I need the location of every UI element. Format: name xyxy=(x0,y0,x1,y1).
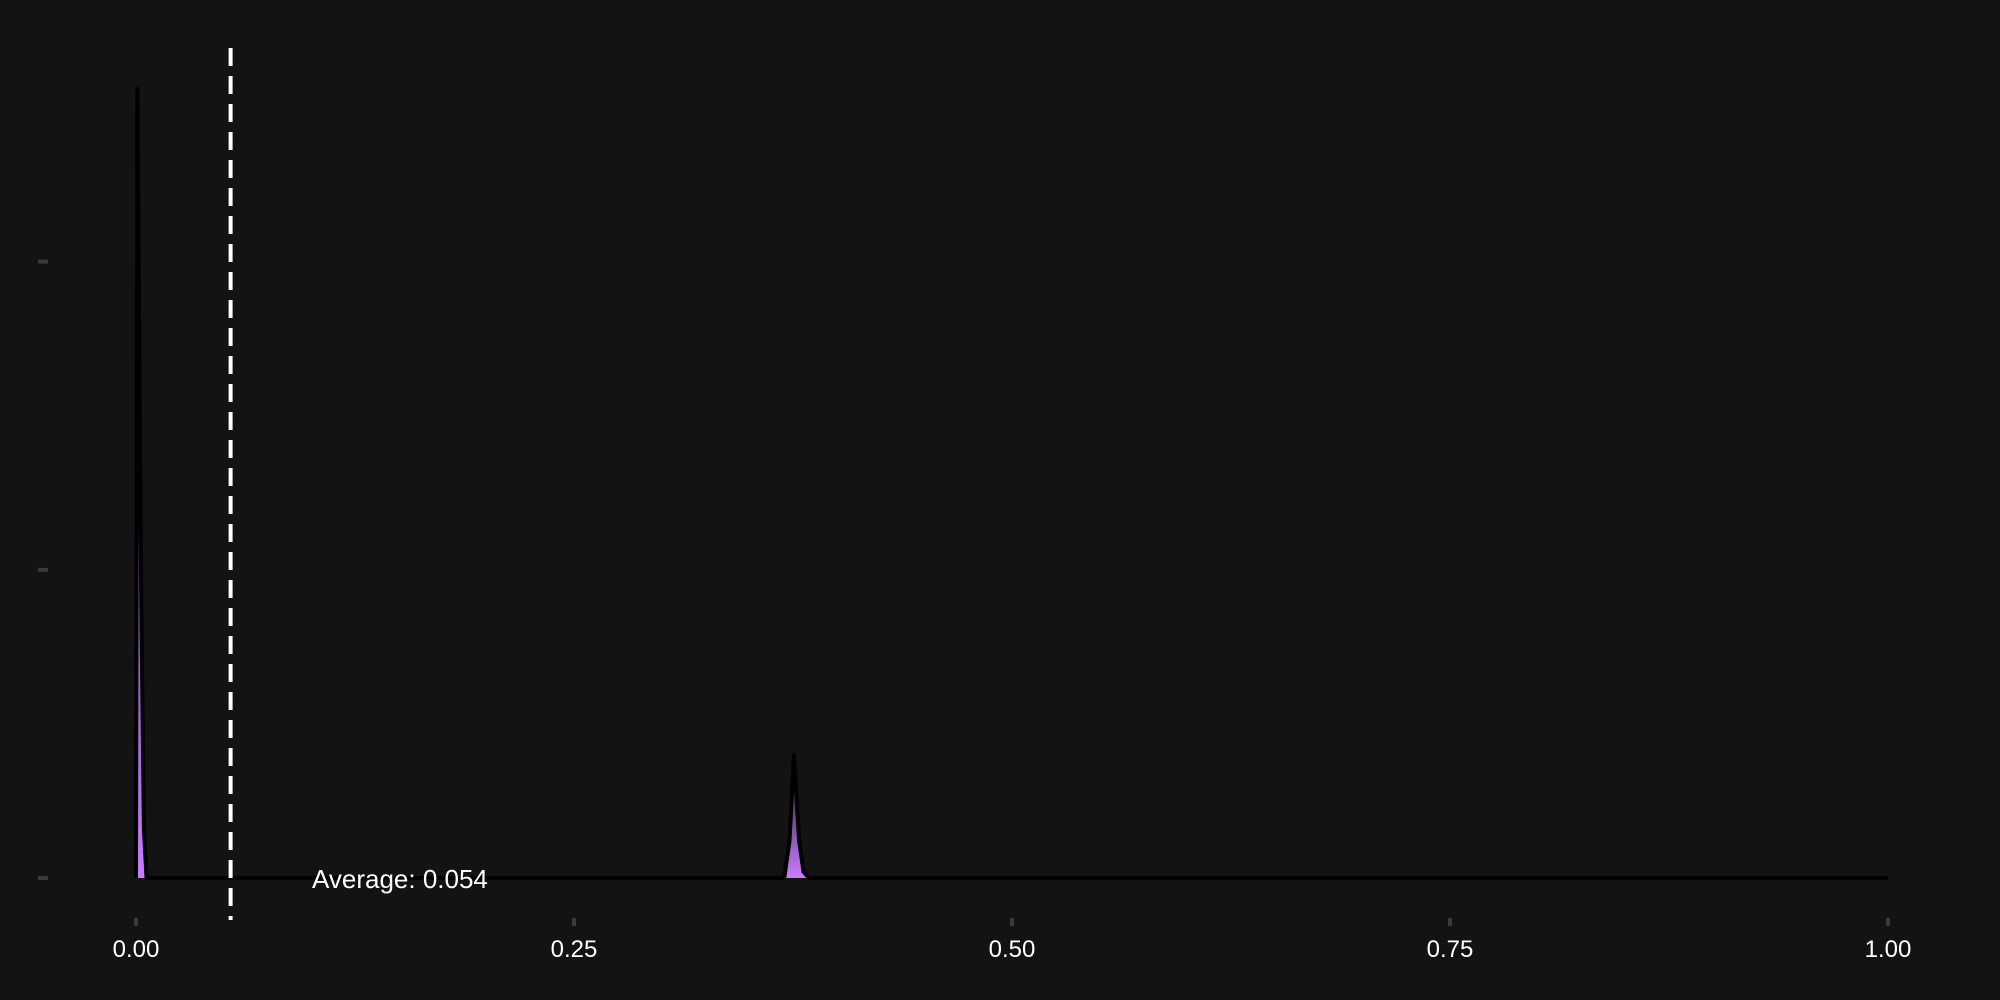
y-axis-ticks xyxy=(38,259,48,880)
x-tick-label: 0.50 xyxy=(989,936,1036,963)
x-tick-label: 1.00 xyxy=(1865,936,1912,963)
average-label: Average: 0.054 xyxy=(312,864,488,894)
x-tick-label: 0.75 xyxy=(1427,936,1474,963)
density-line xyxy=(134,87,1888,880)
density-series xyxy=(134,87,1888,880)
x-axis-ticks: 0.00 0.25 0.50 0.75 1.00 xyxy=(113,918,1912,963)
x-tick-label: 0.00 xyxy=(113,936,160,963)
x-tick-label: 0.25 xyxy=(551,936,598,963)
